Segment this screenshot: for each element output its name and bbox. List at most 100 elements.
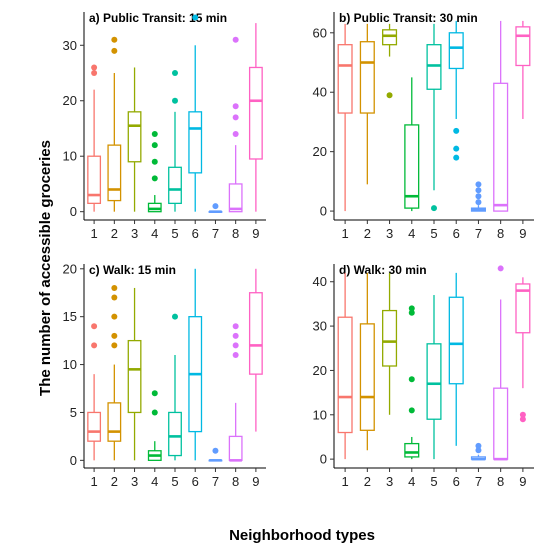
outlier-point bbox=[475, 199, 482, 206]
iqr-box bbox=[248, 66, 263, 160]
outlier-point bbox=[232, 342, 239, 349]
iqr-box bbox=[87, 411, 102, 442]
outlier-point bbox=[91, 323, 98, 330]
box-9 bbox=[515, 277, 531, 423]
x-tick-label: 2 bbox=[364, 474, 371, 489]
outlier-point bbox=[151, 175, 158, 182]
panel-title: a) Public Transit: 15 min bbox=[89, 11, 227, 25]
outlier-point bbox=[453, 154, 460, 161]
outlier-point bbox=[151, 409, 158, 416]
x-tick-label: 2 bbox=[364, 226, 371, 241]
y-tick-label: 20 bbox=[63, 261, 77, 276]
box-5 bbox=[168, 313, 182, 461]
outlier-point bbox=[151, 390, 158, 397]
outlier-point bbox=[111, 313, 118, 320]
panel-title: c) Walk: 15 min bbox=[89, 263, 176, 277]
box-6 bbox=[448, 272, 464, 446]
x-tick-label: 6 bbox=[453, 474, 460, 489]
box-1 bbox=[337, 23, 353, 212]
iqr-box bbox=[107, 402, 122, 442]
panel-2: b) Public Transit: 30 min 0 20 40 60 1 2 3 4 5 6 7 8… bbox=[313, 11, 534, 241]
x-tick-label: 3 bbox=[386, 474, 393, 489]
y-tick-label: 60 bbox=[313, 25, 327, 40]
outlier-point bbox=[111, 36, 118, 43]
y-tick-label: 30 bbox=[313, 319, 327, 334]
box-9 bbox=[515, 20, 531, 119]
y-tick-label: 0 bbox=[70, 204, 77, 219]
iqr-box bbox=[228, 183, 243, 213]
box-9 bbox=[248, 23, 263, 212]
iqr-box bbox=[228, 435, 243, 461]
x-tick-label: 9 bbox=[252, 226, 259, 241]
y-tick-label: 0 bbox=[320, 204, 327, 219]
box-1 bbox=[337, 272, 353, 460]
outlier-point bbox=[172, 97, 178, 104]
panel-1: a) Public Transit: 15 min 0 10 20 30 1 2 3 4 5 6 7 8… bbox=[63, 11, 266, 241]
box-2 bbox=[359, 23, 375, 185]
x-tick-label: 9 bbox=[519, 474, 526, 489]
box-2 bbox=[107, 36, 122, 212]
outlier-point bbox=[497, 265, 504, 272]
outlier-point bbox=[91, 342, 98, 349]
outlier-point bbox=[111, 332, 118, 339]
x-tick-label: 4 bbox=[408, 474, 415, 489]
x-tick-label: 7 bbox=[212, 226, 219, 241]
box-5 bbox=[426, 295, 442, 460]
iqr-box bbox=[107, 144, 122, 202]
iqr-box bbox=[168, 411, 182, 457]
iqr-box bbox=[426, 343, 442, 420]
y-tick-label: 40 bbox=[313, 274, 327, 289]
x-tick-label: 3 bbox=[131, 474, 138, 489]
box-4 bbox=[147, 390, 162, 461]
iqr-box bbox=[426, 44, 442, 90]
box-6 bbox=[188, 14, 203, 212]
x-tick-label: 1 bbox=[90, 474, 97, 489]
box-4 bbox=[147, 131, 162, 213]
outlier-point bbox=[475, 187, 482, 194]
y-tick-label: 20 bbox=[313, 363, 327, 378]
y-tick-label: 20 bbox=[313, 144, 327, 159]
iqr-box bbox=[448, 32, 464, 70]
box-8 bbox=[228, 323, 243, 462]
box-8 bbox=[493, 265, 509, 461]
y-tick-label: 5 bbox=[70, 405, 77, 420]
box-7 bbox=[470, 442, 486, 461]
iqr-box bbox=[87, 155, 102, 205]
x-tick-label: 6 bbox=[192, 226, 199, 241]
x-tick-label: 4 bbox=[151, 474, 158, 489]
x-tick-label: 7 bbox=[475, 474, 482, 489]
iqr-box bbox=[359, 41, 375, 114]
x-tick-label: 1 bbox=[90, 226, 97, 241]
outlier-point bbox=[172, 70, 178, 77]
outlier-point bbox=[151, 142, 158, 149]
x-tick-label: 8 bbox=[232, 226, 239, 241]
x-tick-label: 8 bbox=[232, 474, 239, 489]
x-tick-label: 3 bbox=[131, 226, 138, 241]
outlier-point bbox=[212, 447, 219, 454]
box-7 bbox=[470, 181, 486, 212]
y-tick-label: 40 bbox=[313, 85, 327, 100]
box-4 bbox=[404, 77, 420, 212]
iqr-box bbox=[147, 202, 162, 213]
iqr-box bbox=[127, 339, 142, 414]
outlier-point bbox=[408, 305, 415, 312]
x-tick-label: 4 bbox=[151, 226, 158, 241]
box-5 bbox=[426, 23, 442, 212]
x-tick-label: 5 bbox=[430, 226, 437, 241]
outlier-point bbox=[475, 181, 482, 188]
x-tick-label: 5 bbox=[171, 474, 178, 489]
box-4 bbox=[404, 305, 420, 460]
x-tick-label: 2 bbox=[111, 226, 118, 241]
outlier-point bbox=[232, 131, 239, 138]
x-tick-label: 5 bbox=[430, 474, 437, 489]
x-tick-label: 9 bbox=[252, 474, 259, 489]
outlier-point bbox=[431, 205, 437, 212]
panel-4: d) Walk: 30 min 0 10 20 30 40 1 2 3 4 5 6 7 8 9 bbox=[313, 263, 534, 489]
iqr-box bbox=[382, 29, 398, 46]
iqr-box bbox=[448, 296, 464, 385]
y-tick-label: 0 bbox=[70, 453, 77, 468]
iqr-box bbox=[168, 166, 182, 205]
y-tick-label: 0 bbox=[320, 452, 327, 467]
